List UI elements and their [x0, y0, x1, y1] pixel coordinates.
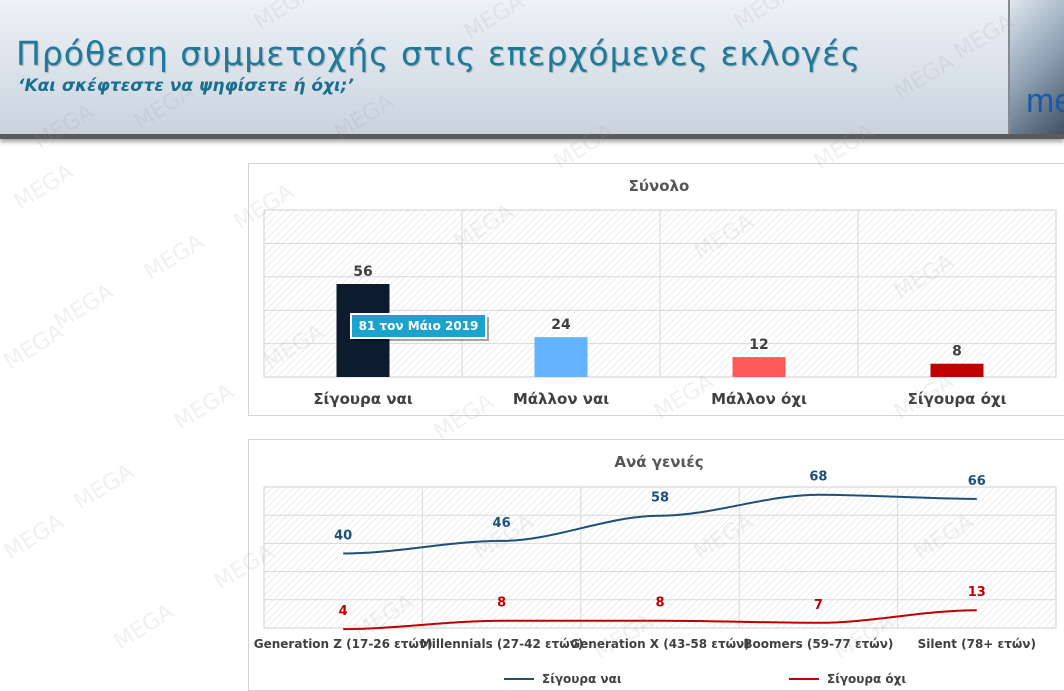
page-subtitle: ‘Και σκέφτεστε να ψηφίσετε ή όχι;’: [18, 76, 354, 96]
category-label: Silent (78+ ετών): [918, 637, 1036, 651]
total-chart-panel: Σύνολο 56 Σίγουρα ναι 24 Μάλλον ναι 12 Μάλλον…: [248, 163, 1064, 416]
plot-area: [263, 486, 1057, 629]
generations-chart-title: Ανά γενιές: [614, 453, 704, 471]
watermark-text: MEGA: [0, 509, 68, 565]
bar-value-label: 24: [551, 317, 571, 333]
category-label: Millennials (27-42 ετών): [420, 637, 584, 651]
total-bar-chart: 56 Σίγουρα ναι 24 Μάλλον ναι 12 Μάλλον όχι 8 Σί…: [263, 209, 1057, 408]
point-value-label: 68: [809, 470, 827, 485]
bar-value-label: 12: [749, 337, 768, 353]
series-line: [343, 493, 977, 555]
callout-text: 81 τον Μάιο 2019: [359, 319, 479, 333]
watermark-text: MEGA: [110, 599, 178, 655]
point-value-label: 40: [334, 529, 352, 544]
callout-box: [350, 313, 487, 339]
watermark-text: MEGA: [0, 319, 68, 375]
bar: [930, 363, 984, 377]
total-chart-title: Σύνολο: [628, 177, 690, 195]
point-value-label: 4: [339, 604, 348, 619]
mega-logo: me: [1008, 0, 1064, 134]
category-label: Μάλλον όχι: [711, 390, 807, 408]
header-banner: Πρόθεση συμμετοχής στις επερχόμενες εκλο…: [0, 0, 1064, 139]
watermark-text: MEGA: [140, 229, 208, 285]
watermark-text: MEGA: [10, 159, 78, 215]
page-title: Πρόθεση συμμετοχής στις επερχόμενες εκλο…: [16, 34, 862, 73]
point-value-label: 7: [814, 598, 823, 613]
watermark-text: MEGA: [170, 379, 238, 435]
point-value-label: 13: [968, 585, 986, 600]
watermark-text: MEGA: [50, 279, 118, 335]
legend-label: Σίγουρα ναι: [542, 672, 622, 686]
point-value-label: 8: [497, 596, 506, 611]
category-label: Generation X (43-58 ετών): [570, 637, 749, 651]
legend-label: Σίγουρα όχι: [827, 672, 906, 686]
logo-text: me: [1026, 82, 1064, 120]
category-label: Σίγουρα όχι: [908, 390, 1007, 408]
bar-value-label: 56: [353, 264, 372, 280]
bar: [732, 357, 786, 377]
generations-line-chart: 40 46 58 68 66 4 8 8 7 13 Generation Z (17-26 ετών…: [254, 470, 1057, 686]
bar-value-label: 8: [952, 344, 962, 360]
bar: [534, 337, 588, 377]
category-label: Boomers (59-77 ετών): [743, 637, 893, 651]
point-value-label: 46: [493, 516, 511, 531]
generations-chart-panel: Ανά γενιές 40 46 58 68 66 4 8 8 7 13 Generation Z …: [248, 439, 1064, 691]
watermark-text: MEGA: [70, 459, 138, 515]
point-value-label: 66: [968, 474, 986, 489]
category-label: Μάλλον ναι: [513, 390, 609, 408]
series-line: [343, 609, 977, 631]
category-label: Generation Z (17-26 ετών): [254, 637, 433, 651]
point-value-label: 8: [655, 596, 664, 611]
point-value-label: 58: [651, 491, 669, 506]
category-label: Σίγουρα ναι: [313, 390, 413, 408]
